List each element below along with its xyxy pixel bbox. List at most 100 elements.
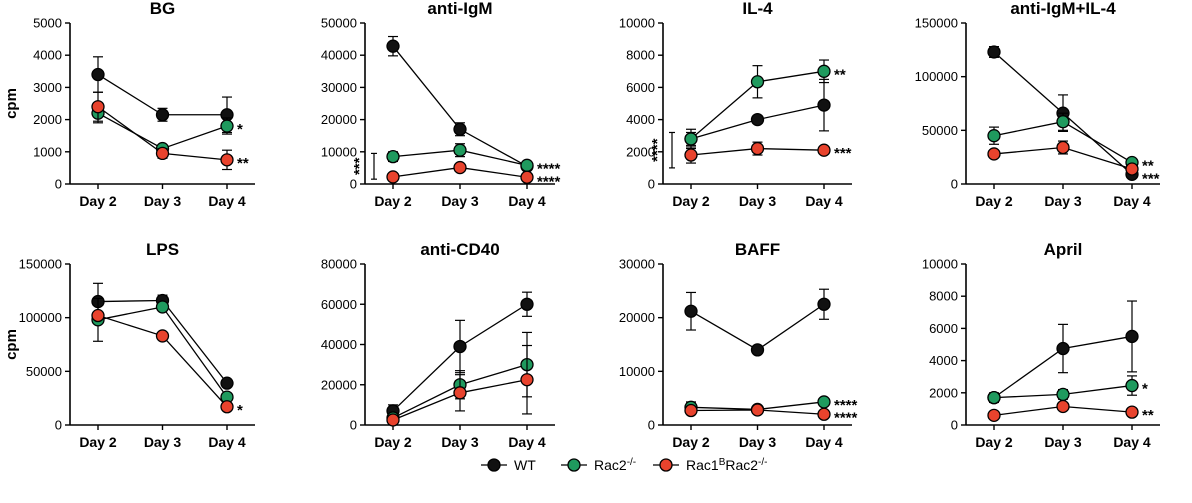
y-tick-label: 8000 bbox=[929, 289, 958, 304]
y-tick-label: 20000 bbox=[619, 310, 655, 325]
x-tick-label: Day 4 bbox=[508, 434, 546, 450]
x-tick-label: Day 2 bbox=[374, 434, 412, 450]
data-point bbox=[91, 100, 105, 114]
data-point bbox=[817, 297, 831, 311]
series-line bbox=[97, 314, 228, 408]
legend-item-rac2: Rac2-/- bbox=[561, 457, 636, 474]
y-tick-label: 1000 bbox=[33, 144, 62, 159]
x-tick-label: Day 3 bbox=[739, 193, 777, 209]
y-tick-label: 50000 bbox=[321, 16, 357, 31]
data-point bbox=[453, 143, 467, 157]
data-point bbox=[1056, 387, 1070, 402]
y-tick-label: 0 bbox=[55, 418, 62, 433]
significance-label: ** bbox=[1142, 158, 1154, 175]
panel-anti-igm: anti-IgM 0 10000 20000 30000 40000 50000 Day 2 D… bbox=[321, 0, 561, 209]
data-point bbox=[155, 329, 170, 343]
data-point bbox=[1125, 329, 1139, 344]
chart-title: BG bbox=[150, 0, 176, 18]
data-point bbox=[91, 67, 105, 82]
panel-il-4: IL-4 0 2000 4000 6000 8000 10000 Day 2 Day 3 Day … bbox=[619, 0, 852, 209]
data-point bbox=[155, 300, 170, 314]
y-tick-label: 10000 bbox=[321, 144, 357, 159]
data-point bbox=[1125, 378, 1139, 393]
series-rac1brac2 bbox=[987, 399, 1139, 422]
chart-title: BAFF bbox=[735, 240, 780, 259]
data-point bbox=[817, 143, 831, 157]
significance-label: * bbox=[237, 402, 243, 419]
data-point bbox=[91, 308, 105, 323]
y-tick-label: 2000 bbox=[929, 385, 958, 400]
data-point bbox=[220, 153, 234, 167]
y-tick-label: 0 bbox=[55, 177, 62, 192]
y-tick-label: 30000 bbox=[619, 257, 655, 272]
data-point bbox=[987, 129, 1001, 143]
data-point bbox=[386, 39, 400, 53]
data-point bbox=[750, 403, 765, 417]
y-tick-label: 150000 bbox=[19, 257, 62, 272]
data-point bbox=[817, 64, 831, 78]
chart-title: IL-4 bbox=[742, 0, 773, 18]
y-tick-label: 10000 bbox=[619, 364, 655, 379]
data-point bbox=[220, 119, 234, 133]
chart-title: April bbox=[1044, 240, 1083, 259]
significance-label: ** bbox=[1142, 407, 1154, 424]
data-point bbox=[453, 339, 467, 354]
y-axis-label: cpm bbox=[3, 88, 20, 119]
series-rac2 bbox=[91, 297, 234, 404]
series-rac1brac2 bbox=[386, 160, 534, 184]
y-tick-label: 4000 bbox=[33, 48, 62, 63]
series-rac1brac2 bbox=[684, 141, 831, 164]
legend-marker bbox=[659, 458, 673, 472]
legend-item-rac1brac2: Rac1BRac2-/- bbox=[653, 457, 768, 473]
y-tick-label: 4000 bbox=[626, 112, 655, 127]
data-point bbox=[1125, 405, 1139, 419]
y-tick-label: 3000 bbox=[33, 80, 62, 95]
y-tick-label: 20000 bbox=[321, 112, 357, 127]
x-tick-label: Day 2 bbox=[672, 193, 710, 209]
data-point bbox=[1056, 341, 1070, 356]
significance-label: * bbox=[237, 121, 243, 138]
significance-label: *** bbox=[834, 145, 852, 162]
significance-label: ** bbox=[834, 66, 846, 83]
bracket-label: *** bbox=[351, 157, 368, 175]
data-point bbox=[750, 75, 765, 89]
y-tick-label: 10000 bbox=[922, 257, 958, 272]
y-tick-label: 60000 bbox=[321, 297, 357, 312]
x-tick-label: Day 4 bbox=[208, 434, 246, 450]
data-point bbox=[386, 149, 400, 164]
data-point bbox=[1056, 140, 1070, 155]
data-point bbox=[453, 160, 467, 175]
data-point bbox=[520, 170, 534, 184]
data-point bbox=[386, 170, 400, 184]
x-tick-label: Day 3 bbox=[1044, 193, 1082, 209]
data-point bbox=[155, 108, 170, 122]
y-tick-label: 150000 bbox=[915, 16, 958, 31]
data-point bbox=[750, 141, 765, 156]
data-point bbox=[220, 376, 234, 390]
data-point bbox=[817, 407, 831, 421]
significance-label: **** bbox=[834, 397, 858, 414]
x-tick-label: Day 2 bbox=[374, 193, 412, 209]
legend-marker bbox=[567, 458, 581, 472]
panel-anti-cd40: anti-CD40 0 20000 40000 60000 80000 Day 2 Day 3… bbox=[321, 240, 555, 450]
significance-label: *** bbox=[1142, 171, 1160, 188]
series-rac1brac2 bbox=[91, 91, 234, 171]
data-point bbox=[386, 413, 400, 427]
x-tick-label: Day 3 bbox=[739, 434, 777, 450]
y-tick-label: 100000 bbox=[19, 310, 62, 325]
y-tick-label: 8000 bbox=[626, 48, 655, 63]
panel-april: April 0 2000 4000 6000 8000 10000 Day 2 Day 3 Day… bbox=[922, 240, 1160, 450]
y-tick-label: 0 bbox=[648, 418, 655, 433]
significance-label: **** bbox=[537, 173, 561, 190]
x-tick-label: Day 4 bbox=[1113, 434, 1151, 450]
legend-label: Rac2-/- bbox=[594, 457, 636, 474]
series-line bbox=[690, 303, 825, 351]
x-tick-label: Day 3 bbox=[1044, 434, 1082, 450]
data-point bbox=[684, 132, 698, 146]
x-tick-label: Day 3 bbox=[441, 434, 479, 450]
data-point bbox=[520, 373, 534, 387]
y-tick-label: 4000 bbox=[929, 353, 958, 368]
chart-title: LPS bbox=[146, 240, 179, 259]
series-rac1brac2 bbox=[684, 403, 831, 421]
data-point bbox=[155, 146, 170, 161]
